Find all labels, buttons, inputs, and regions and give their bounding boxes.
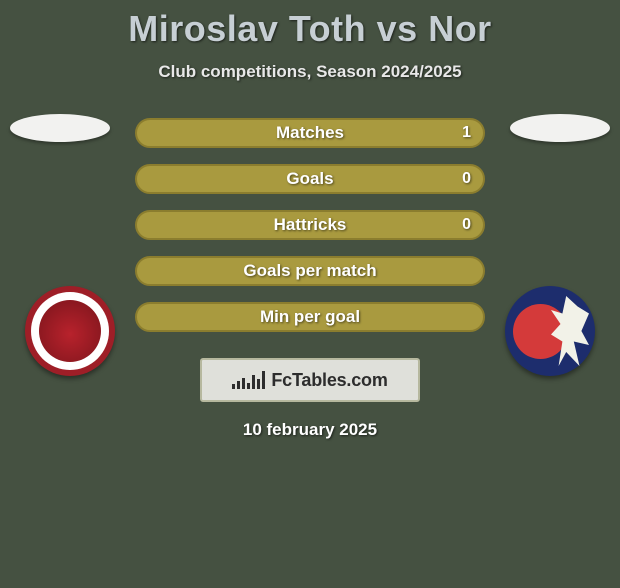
stat-label: Goals per match xyxy=(135,256,485,286)
subtitle: Club competitions, Season 2024/2025 xyxy=(0,62,620,82)
stat-row: Matches1 xyxy=(0,110,620,156)
stat-value: 0 xyxy=(462,210,471,240)
stat-bar: Hattricks0 xyxy=(135,210,485,240)
stat-label: Hattricks xyxy=(135,210,485,240)
stat-bar: Goals per match xyxy=(135,256,485,286)
stat-bar: Min per goal xyxy=(135,302,485,332)
stat-row: Goals0 xyxy=(0,156,620,202)
date-label: 10 february 2025 xyxy=(0,420,620,440)
stat-row: Goals per match xyxy=(0,248,620,294)
stat-value: 1 xyxy=(462,118,471,148)
logo-text: FcTables.com xyxy=(271,370,387,391)
stat-bar: Matches1 xyxy=(135,118,485,148)
stat-row: Min per goal xyxy=(0,294,620,340)
stats-area: Matches1Goals0Hattricks0Goals per matchM… xyxy=(0,110,620,340)
stat-value: 0 xyxy=(462,164,471,194)
stat-bar: Goals0 xyxy=(135,164,485,194)
site-logo[interactable]: FcTables.com xyxy=(200,358,420,402)
stat-row: Hattricks0 xyxy=(0,202,620,248)
stat-label: Goals xyxy=(135,164,485,194)
stat-label: Min per goal xyxy=(135,302,485,332)
stat-label: Matches xyxy=(135,118,485,148)
page-title: Miroslav Toth vs Nor xyxy=(0,8,620,50)
logo-chart-icon xyxy=(232,371,265,389)
